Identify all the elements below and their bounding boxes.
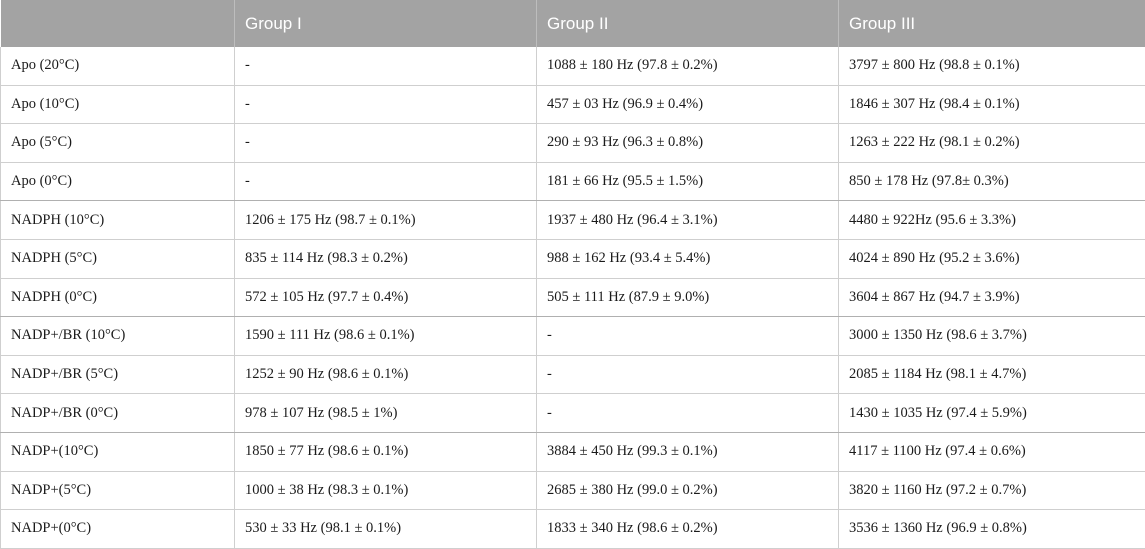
table-row: NADP+/BR (0°C) 978 ± 107 Hz (98.5 ± 1%) … [0, 393, 1145, 433]
row-label: NADP+/BR (10°C) [0, 316, 235, 356]
header-cell-group-iii: Group III [838, 0, 1145, 47]
table-cell: 3000 ± 1350 Hz (98.6 ± 3.7%) [838, 316, 1145, 356]
table-cell: - [536, 355, 839, 395]
row-label: NADP+(0°C) [0, 509, 235, 549]
table-cell: 1088 ± 180 Hz (97.8 ± 0.2%) [536, 47, 839, 86]
table-cell: - [234, 47, 537, 86]
table-cell: 978 ± 107 Hz (98.5 ± 1%) [234, 393, 537, 433]
table-body: Apo (20°C) - 1088 ± 180 Hz (97.8 ± 0.2%)… [0, 47, 1145, 549]
table-cell: 2685 ± 380 Hz (99.0 ± 0.2%) [536, 471, 839, 511]
row-label: Apo (0°C) [0, 162, 235, 202]
table-cell: 1846 ± 307 Hz (98.4 ± 0.1%) [838, 85, 1145, 125]
table-cell: 1206 ± 175 Hz (98.7 ± 0.1%) [234, 200, 537, 240]
row-label: NADPH (10°C) [0, 200, 235, 240]
table-cell: 290 ± 93 Hz (96.3 ± 0.8%) [536, 123, 839, 163]
table-cell: 1430 ± 1035 Hz (97.4 ± 5.9%) [838, 393, 1145, 433]
table-row: NADP+/BR (10°C) 1590 ± 111 Hz (98.6 ± 0.… [0, 316, 1145, 356]
header-cell-group-ii: Group II [536, 0, 839, 47]
row-label: NADP+/BR (0°C) [0, 393, 235, 433]
table-row: Apo (20°C) - 1088 ± 180 Hz (97.8 ± 0.2%)… [0, 47, 1145, 86]
table-cell: - [234, 85, 537, 125]
table-row: NADP+/BR (5°C) 1252 ± 90 Hz (98.6 ± 0.1%… [0, 355, 1145, 395]
table-cell: 530 ± 33 Hz (98.1 ± 0.1%) [234, 509, 537, 549]
table-row: NADPH (0°C) 572 ± 105 Hz (97.7 ± 0.4%) 5… [0, 278, 1145, 318]
row-label: NADPH (0°C) [0, 278, 235, 318]
table-row: NADPH (10°C) 1206 ± 175 Hz (98.7 ± 0.1%)… [0, 200, 1145, 240]
table-cell: - [536, 393, 839, 433]
table-cell: 3536 ± 1360 Hz (96.9 ± 0.8%) [838, 509, 1145, 549]
row-label: NADP+/BR (5°C) [0, 355, 235, 395]
table-cell: 1000 ± 38 Hz (98.3 ± 0.1%) [234, 471, 537, 511]
table-cell: 1937 ± 480 Hz (96.4 ± 3.1%) [536, 200, 839, 240]
table-cell: 4480 ± 922Hz (95.6 ± 3.3%) [838, 200, 1145, 240]
table-cell: 3820 ± 1160 Hz (97.2 ± 0.7%) [838, 471, 1145, 511]
row-label: NADPH (5°C) [0, 239, 235, 279]
table-cell: 3797 ± 800 Hz (98.8 ± 0.1%) [838, 47, 1145, 86]
table-cell: 835 ± 114 Hz (98.3 ± 0.2%) [234, 239, 537, 279]
table-cell: 1263 ± 222 Hz (98.1 ± 0.2%) [838, 123, 1145, 163]
table-cell: - [234, 162, 537, 202]
table-cell: 181 ± 66 Hz (95.5 ± 1.5%) [536, 162, 839, 202]
table-cell: 1833 ± 340 Hz (98.6 ± 0.2%) [536, 509, 839, 549]
table-cell: 4024 ± 890 Hz (95.2 ± 3.6%) [838, 239, 1145, 279]
table-row: Apo (5°C) - 290 ± 93 Hz (96.3 ± 0.8%) 12… [0, 123, 1145, 163]
table-row: Apo (0°C) - 181 ± 66 Hz (95.5 ± 1.5%) 85… [0, 162, 1145, 202]
table-cell: 457 ± 03 Hz (96.9 ± 0.4%) [536, 85, 839, 125]
table-row: Apo (10°C) - 457 ± 03 Hz (96.9 ± 0.4%) 1… [0, 85, 1145, 125]
row-label: Apo (10°C) [0, 85, 235, 125]
table-row: NADP+(10°C) 1850 ± 77 Hz (98.6 ± 0.1%) 3… [0, 432, 1145, 472]
table-cell: 4117 ± 1100 Hz (97.4 ± 0.6%) [838, 432, 1145, 472]
row-label: NADP+(10°C) [0, 432, 235, 472]
row-label: NADP+(5°C) [0, 471, 235, 511]
table-cell: 3884 ± 450 Hz (99.3 ± 0.1%) [536, 432, 839, 472]
table-header: Group I Group II Group III [0, 0, 1145, 47]
table-row: NADP+(0°C) 530 ± 33 Hz (98.1 ± 0.1%) 183… [0, 509, 1145, 549]
header-cell-condition [0, 0, 235, 47]
header-cell-group-i: Group I [234, 0, 537, 47]
table-cell: - [536, 316, 839, 356]
table-cell: 1850 ± 77 Hz (98.6 ± 0.1%) [234, 432, 537, 472]
table-cell: - [234, 123, 537, 163]
header-row: Group I Group II Group III [0, 0, 1145, 47]
table-cell: 505 ± 111 Hz (87.9 ± 9.0%) [536, 278, 839, 318]
table-cell: 572 ± 105 Hz (97.7 ± 0.4%) [234, 278, 537, 318]
table-cell: 850 ± 178 Hz (97.8± 0.3%) [838, 162, 1145, 202]
row-label: Apo (20°C) [0, 47, 235, 86]
table-row: NADPH (5°C) 835 ± 114 Hz (98.3 ± 0.2%) 9… [0, 239, 1145, 279]
row-label: Apo (5°C) [0, 123, 235, 163]
table-cell: 1590 ± 111 Hz (98.6 ± 0.1%) [234, 316, 537, 356]
table-cell: 2085 ± 1184 Hz (98.1 ± 4.7%) [838, 355, 1145, 395]
table-cell: 3604 ± 867 Hz (94.7 ± 3.9%) [838, 278, 1145, 318]
table-cell: 988 ± 162 Hz (93.4 ± 5.4%) [536, 239, 839, 279]
table-row: NADP+(5°C) 1000 ± 38 Hz (98.3 ± 0.1%) 26… [0, 471, 1145, 511]
table-cell: 1252 ± 90 Hz (98.6 ± 0.1%) [234, 355, 537, 395]
